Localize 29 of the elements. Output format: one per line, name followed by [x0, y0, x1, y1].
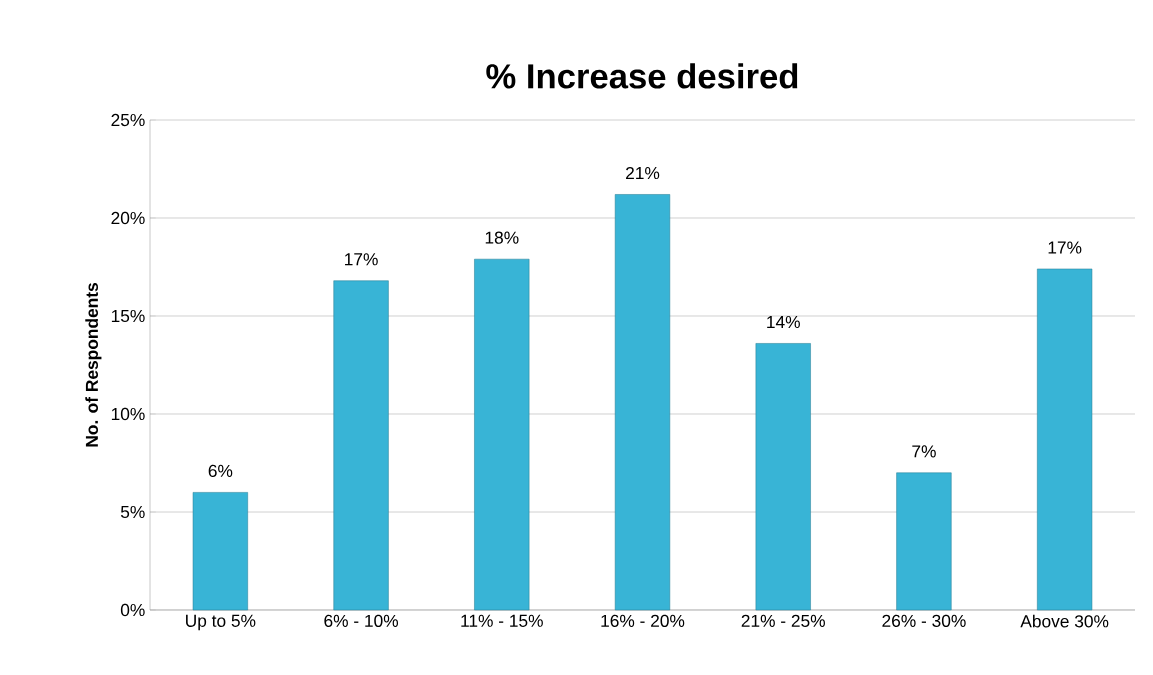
- y-tick-label: 5%: [120, 505, 145, 519]
- bar: [896, 472, 952, 611]
- bar: [192, 492, 248, 611]
- y-tick-label: 25%: [111, 113, 145, 127]
- y-tick-label: 15%: [111, 309, 145, 323]
- x-tick-label: Above 30%: [1020, 614, 1109, 628]
- y-axis-title: No. of Respondents: [85, 283, 102, 447]
- x-tick-label: 16% - 20%: [601, 614, 685, 627]
- x-tick-label: 11% - 15%: [461, 614, 543, 627]
- bar: [614, 194, 671, 611]
- y-tick-label: 10%: [111, 407, 145, 421]
- bar: [1037, 268, 1093, 611]
- chart-title: % Increase desired: [486, 63, 798, 89]
- data-label: 14%: [767, 315, 800, 329]
- bar: [755, 343, 811, 611]
- data-label: 17%: [345, 253, 378, 266]
- data-label: 18%: [485, 231, 519, 244]
- x-tick-label: 21% - 25%: [741, 614, 825, 627]
- bar: [474, 258, 530, 611]
- bar: [333, 280, 389, 611]
- x-tick-label: Up to 5%: [186, 614, 256, 631]
- data-label: 17%: [1048, 241, 1082, 254]
- data-label: 21%: [626, 166, 660, 180]
- x-tick-label: 26% - 30%: [882, 614, 966, 627]
- y-tick-label: 20%: [111, 211, 145, 225]
- data-label: 7%: [912, 445, 936, 458]
- y-tick-label: 0%: [120, 603, 145, 617]
- data-label: 6%: [208, 464, 233, 478]
- x-tick-label: 6% - 10%: [324, 614, 399, 627]
